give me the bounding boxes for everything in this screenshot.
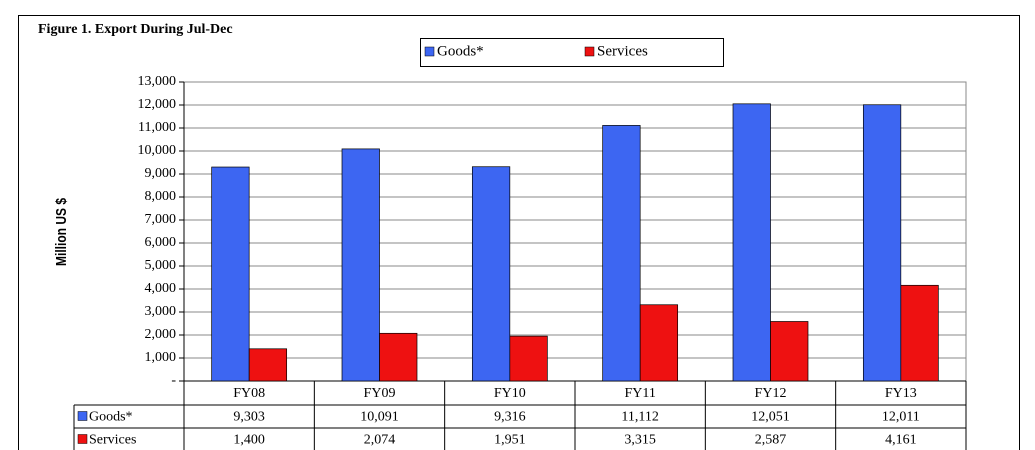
table-value: 12,011 (882, 410, 920, 425)
table-value: 10,091 (360, 410, 399, 425)
chart-border (18, 15, 1020, 450)
table-value: 3,315 (624, 433, 656, 448)
y-tick-label: 4,000 (145, 281, 177, 296)
y-tick-label: 5,000 (145, 258, 177, 273)
y-tick-label: 13,000 (138, 74, 177, 89)
bar (770, 321, 809, 382)
bar (509, 335, 548, 382)
x-tick-label: FY08 (233, 386, 265, 401)
y-tick-label: 1,000 (145, 350, 177, 365)
bar (900, 284, 939, 382)
table-value: 1,400 (233, 433, 265, 448)
legend-swatch (424, 46, 435, 57)
y-tick-label: 3,000 (145, 304, 177, 319)
table-value: 9,303 (233, 410, 265, 425)
x-tick-label: FY11 (624, 386, 655, 401)
legend-box (420, 38, 724, 67)
table-value: 2,587 (755, 433, 787, 448)
bar (732, 103, 771, 382)
x-tick-label: FY10 (494, 386, 526, 401)
legend-label: Services (597, 43, 648, 59)
table-value: 12,051 (751, 410, 790, 425)
plot-area (183, 81, 967, 382)
table-swatch (77, 434, 88, 444)
chart-title: Figure 1. Export During Jul-Dec (38, 22, 233, 37)
table-value: 9,316 (494, 410, 526, 425)
bar (862, 104, 902, 382)
bar (379, 332, 418, 382)
x-tick-label: FY12 (755, 386, 787, 401)
y-tick-label: 6,000 (145, 235, 177, 250)
table-swatch (77, 411, 88, 421)
y-tick-label: - (171, 373, 176, 388)
x-tick-label: FY13 (885, 386, 917, 401)
bar (341, 148, 380, 382)
y-tick-label: 12,000 (138, 97, 177, 112)
x-tick-label: FY09 (364, 386, 396, 401)
y-tick-label: 9,000 (145, 166, 177, 181)
table-row-label: Goods* (89, 410, 133, 425)
table-value: 11,112 (621, 410, 658, 425)
bar (471, 166, 511, 382)
table-row-label: Services (89, 433, 136, 448)
y-tick-label: 2,000 (145, 327, 177, 342)
y-axis-label: Million US $ (53, 198, 70, 266)
y-tick-label: 11,000 (138, 120, 176, 135)
bar (211, 166, 250, 382)
bar (639, 304, 679, 382)
y-tick-label: 10,000 (138, 143, 177, 158)
legend-swatch (584, 46, 595, 57)
y-tick-label: 7,000 (145, 212, 177, 227)
table-value: 1,951 (494, 433, 526, 448)
bar (248, 348, 288, 382)
table-value: 2,074 (364, 433, 396, 448)
legend-label: Goods* (437, 43, 484, 59)
bar (602, 125, 641, 382)
y-tick-label: 8,000 (145, 189, 177, 204)
table-value: 4,161 (885, 433, 917, 448)
